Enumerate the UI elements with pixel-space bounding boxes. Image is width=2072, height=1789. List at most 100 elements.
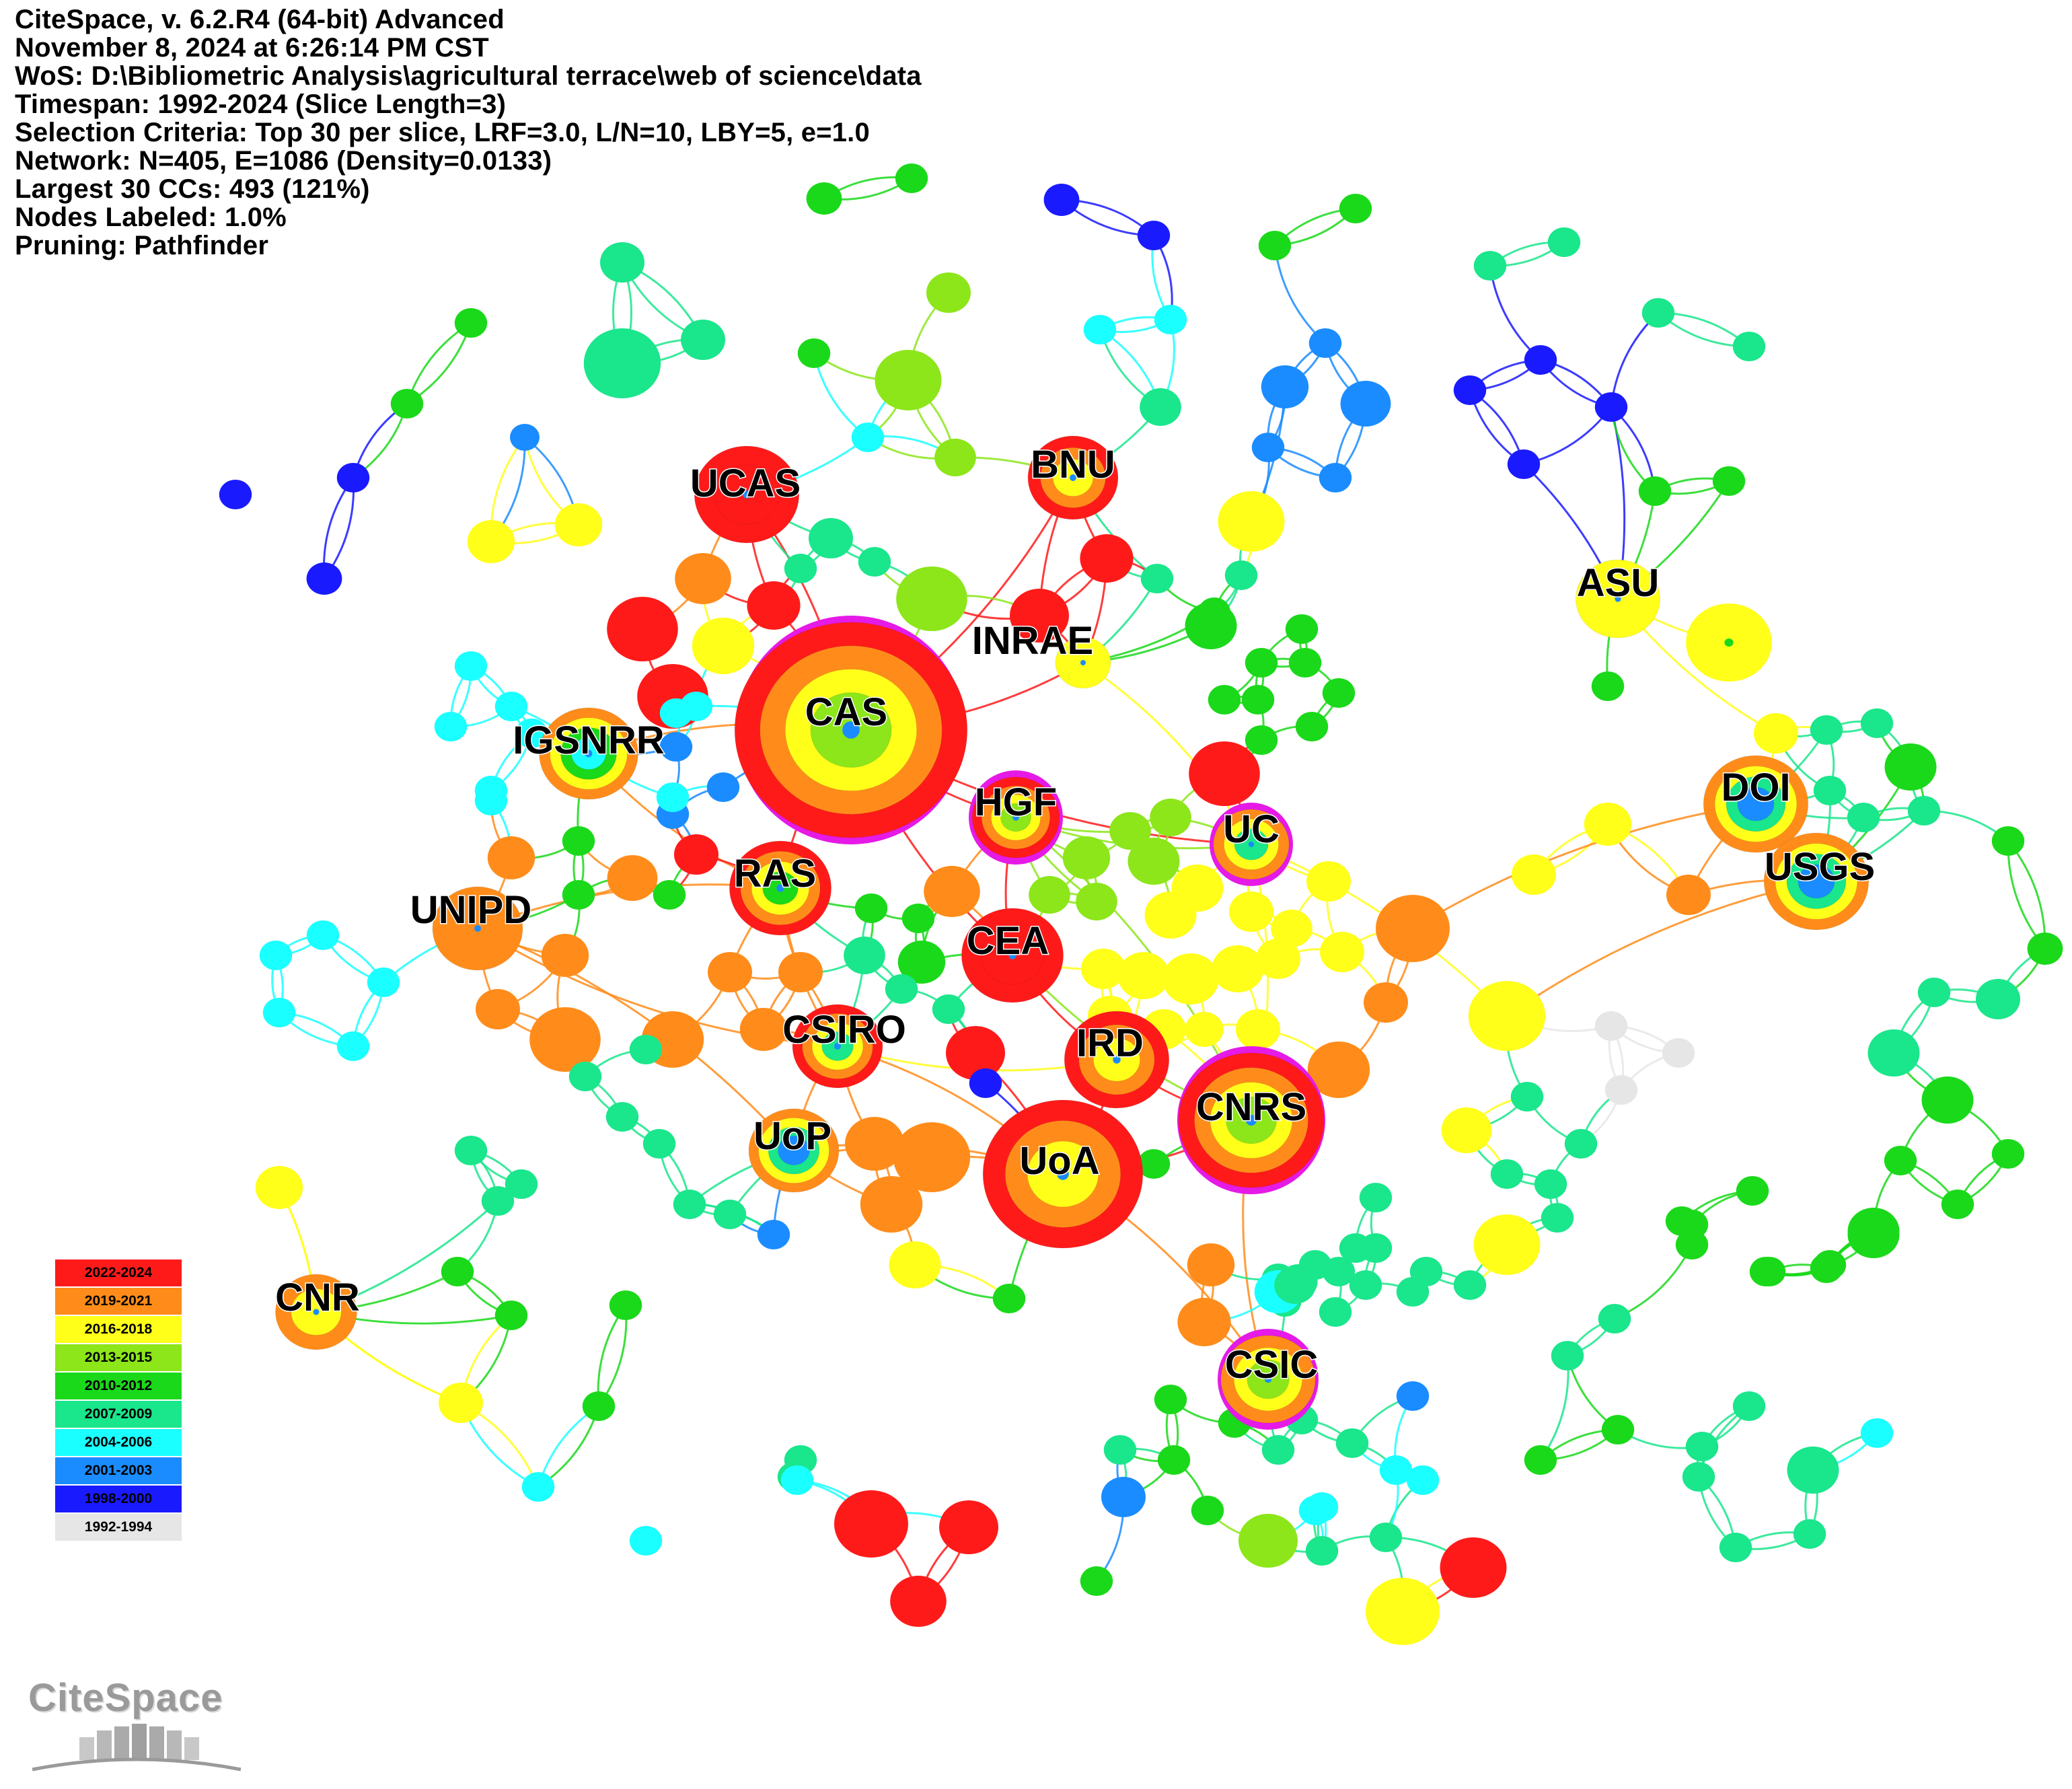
network-node	[889, 1241, 941, 1288]
header-line: Pruning: Pathfinder	[15, 231, 269, 260]
network-node	[1662, 1038, 1695, 1068]
network-node	[896, 567, 967, 631]
network-node	[1080, 1566, 1113, 1596]
network-node	[757, 1220, 790, 1249]
network-node	[1236, 1009, 1280, 1050]
network-node	[607, 597, 678, 661]
network-node	[1601, 1415, 1635, 1445]
legend-item: 2019-2021	[55, 1288, 182, 1315]
node-core	[1248, 841, 1255, 848]
network-node	[1752, 1257, 1786, 1286]
node-core	[1070, 474, 1076, 481]
network-node	[1029, 876, 1070, 914]
network-node	[1453, 375, 1487, 405]
legend-item: 2004-2006	[55, 1429, 182, 1456]
legend-item: 2010-2012	[55, 1373, 182, 1399]
network-node	[1991, 826, 2025, 856]
network-node	[858, 547, 891, 577]
network-node	[562, 826, 595, 856]
network-node	[1208, 685, 1241, 715]
institution-label: CAS	[805, 690, 887, 734]
network-node	[1140, 388, 1181, 426]
network-node	[454, 308, 488, 338]
network-node	[1339, 1233, 1372, 1263]
network-node	[1584, 803, 1632, 846]
network-edge	[2007, 840, 2046, 949]
network-node	[1473, 251, 1507, 281]
network-node	[1191, 1496, 1224, 1525]
network-node	[1150, 799, 1191, 836]
network-node	[1319, 463, 1352, 492]
network-edge	[406, 322, 472, 405]
network-node	[476, 989, 520, 1029]
network-node	[1076, 883, 1117, 920]
network-node	[1083, 315, 1117, 344]
network-node	[1245, 725, 1278, 755]
network-node	[1339, 194, 1372, 223]
network-node	[1512, 854, 1556, 895]
network-node	[1440, 1537, 1507, 1598]
network-node	[439, 1383, 483, 1423]
network-node	[747, 581, 801, 630]
network-node	[1364, 982, 1408, 1023]
network-node	[515, 719, 548, 748]
node-core	[1012, 814, 1019, 821]
network-edge	[1610, 312, 1660, 408]
network-node	[797, 338, 831, 368]
network-node	[434, 712, 468, 741]
logo-text: CiteSpace	[28, 1676, 223, 1720]
network-node	[1245, 648, 1278, 678]
network-node	[1917, 978, 1951, 1007]
network-node	[1453, 1270, 1487, 1300]
network-node	[659, 732, 693, 762]
network-node	[1261, 365, 1309, 408]
network-node	[1598, 1304, 1631, 1334]
node-core	[1615, 595, 1621, 602]
network-node	[541, 934, 589, 977]
institution-label: UNIPD	[410, 888, 531, 932]
network-node	[336, 1031, 370, 1061]
legend-item: 2013-2015	[55, 1344, 182, 1371]
network-node	[1524, 345, 1557, 375]
network-node	[605, 1102, 639, 1132]
institution-label: UoA	[1019, 1139, 1099, 1183]
network-node	[845, 1117, 904, 1171]
network-node	[893, 1122, 971, 1192]
network-node	[934, 439, 976, 476]
network-node	[1675, 1230, 1709, 1259]
network-node	[1810, 1253, 1843, 1283]
institution-label: RAS	[734, 852, 816, 896]
network-node	[1157, 1445, 1191, 1475]
network-node	[1103, 1435, 1137, 1465]
network-node	[1941, 1190, 1974, 1219]
network-node	[494, 692, 528, 721]
network-node	[481, 1186, 515, 1216]
network-node	[562, 880, 595, 910]
network-node	[1010, 589, 1069, 643]
network-node	[1884, 1146, 1917, 1175]
network-node	[851, 423, 885, 452]
network-node	[529, 1007, 601, 1072]
institution-label: BNU	[1031, 443, 1115, 486]
network-node	[1285, 614, 1319, 644]
network-node	[1396, 1277, 1430, 1307]
institution-label: UC	[1223, 807, 1280, 851]
network-node	[1810, 715, 1843, 745]
node-core	[1008, 951, 1016, 959]
network-summary: CiteSpace, v. 6.2.R4 (64-bit) Advanced No…	[15, 5, 922, 260]
network-node	[860, 1176, 923, 1233]
network-node	[1665, 1206, 1699, 1236]
header-line: WoS: D:\Bibliometric Analysis\agricultur…	[15, 61, 922, 91]
network-node	[1322, 678, 1356, 708]
network-node	[521, 1472, 555, 1502]
network-node	[939, 1500, 998, 1554]
network-node	[582, 1391, 616, 1421]
network-node	[659, 698, 693, 728]
network-node	[708, 952, 752, 992]
node-core	[1057, 1168, 1069, 1180]
network-edge	[477, 927, 795, 1151]
network-node	[1604, 1075, 1638, 1105]
network-node	[895, 163, 928, 193]
network-node	[713, 1200, 747, 1229]
network-node	[1162, 953, 1219, 1005]
